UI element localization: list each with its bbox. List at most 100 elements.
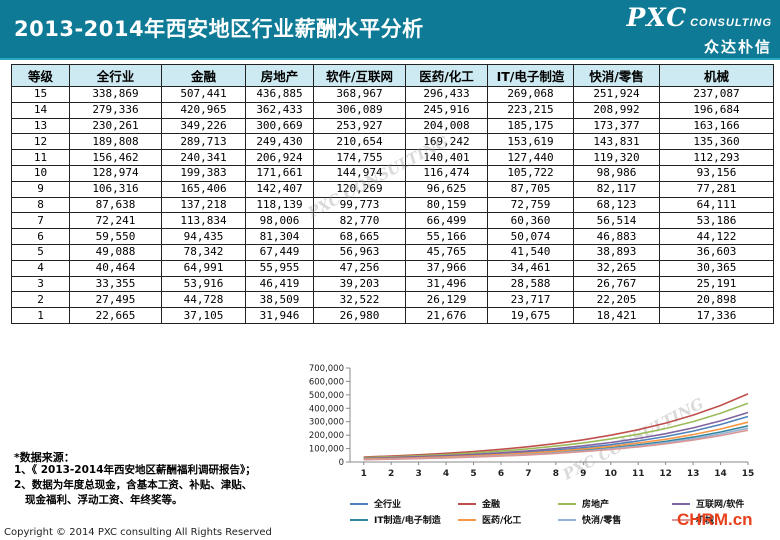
salary-cell: 47,256 bbox=[313, 259, 406, 277]
table-row: 10 128,974 199,383 171,661 144,974 116,474 105… bbox=[11, 164, 774, 182]
salary-cell: 300,669 bbox=[245, 117, 314, 135]
column-header: 软件/互联网 bbox=[313, 64, 406, 87]
data-source-title: *数据来源： bbox=[14, 451, 75, 464]
salary-cell: 20,898 bbox=[659, 291, 774, 309]
salary-cell: 240,341 bbox=[161, 149, 246, 166]
salary-table: 等级 全行业 金融 房地产 软件/互联网 医药/化工 IT/电子制造 快消/零售… bbox=[11, 64, 774, 324]
salary-cell: 38,509 bbox=[245, 291, 314, 309]
salary-cell: 163,166 bbox=[659, 117, 774, 135]
salary-cell: 185,175 bbox=[487, 117, 574, 135]
grade-cell: 5 bbox=[11, 243, 70, 261]
salary-cell: 53,186 bbox=[659, 212, 774, 230]
grade-cell: 1 bbox=[11, 307, 70, 324]
table-header-row: 等级 全行业 金融 房地产 软件/互联网 医药/化工 IT/电子制造 快消/零售… bbox=[11, 64, 774, 87]
salary-cell: 27,495 bbox=[69, 291, 162, 309]
salary-cell: 153,619 bbox=[487, 133, 574, 151]
x-tick-label: 6 bbox=[498, 469, 504, 479]
salary-cell: 40,464 bbox=[69, 259, 162, 277]
table-row: 6 59,550 94,435 81,304 68,665 55,166 50,074 46,… bbox=[11, 228, 774, 245]
salary-cell: 137,218 bbox=[161, 196, 246, 214]
salary-cell: 204,008 bbox=[405, 117, 488, 135]
salary-cell: 44,122 bbox=[659, 228, 774, 245]
salary-cell: 113,834 bbox=[161, 212, 246, 230]
table-row: 2 27,495 44,728 38,509 32,522 26,129 23,717 22,… bbox=[11, 291, 774, 309]
salary-cell: 56,963 bbox=[313, 243, 406, 261]
salary-cell: 37,966 bbox=[405, 259, 488, 277]
table-row: 4 40,464 64,991 55,955 47,256 37,966 34,461 32,… bbox=[11, 259, 774, 277]
legend-label: 金融 bbox=[481, 498, 500, 510]
grade-cell: 6 bbox=[11, 228, 70, 245]
salary-cell: 21,676 bbox=[405, 307, 488, 324]
series-line-4 bbox=[363, 411, 749, 460]
salary-cell: 78,342 bbox=[161, 243, 246, 261]
source-note: 1、《 2013-2014年西安地区薪酬福利调研报告》； bbox=[14, 464, 256, 476]
salary-cell: 32,522 bbox=[313, 291, 406, 309]
salary-cell: 206,924 bbox=[245, 149, 314, 166]
grade-cell: 7 bbox=[11, 212, 70, 230]
salary-cell: 174,755 bbox=[313, 149, 406, 166]
y-tick-label: 700,000 bbox=[309, 364, 344, 374]
salary-cell: 106,316 bbox=[69, 180, 162, 198]
data-source-notes: 1、《 2013-2014年西安地区薪酬福利调研报告》； 2、数据为年度总现金，… bbox=[14, 463, 304, 508]
salary-cell: 68,123 bbox=[573, 196, 660, 214]
column-header: 医药/化工 bbox=[405, 64, 488, 87]
logo-main-text: PXC bbox=[626, 3, 688, 32]
salary-cell: 105,722 bbox=[487, 164, 574, 182]
column-header: 等级 bbox=[11, 64, 70, 87]
table-row: 15 338,869 507,441 436,885 368,967 296,433 269… bbox=[11, 86, 774, 103]
table-row: 7 72,241 113,834 98,006 82,770 66,499 60,360 56… bbox=[11, 212, 774, 230]
table-row: 1 22,665 37,105 31,946 26,980 21,676 19,675 18,… bbox=[11, 307, 774, 324]
x-tick-label: 4 bbox=[443, 469, 449, 479]
salary-cell: 349,226 bbox=[161, 117, 246, 135]
table-body: 15 338,869 507,441 436,885 368,967 296,433 269… bbox=[11, 86, 774, 324]
salary-cell: 72,241 bbox=[69, 212, 162, 230]
column-header: 快消/零售 bbox=[573, 64, 660, 87]
title-bar: 2013-2014年西安地区行业薪酬水平分析 PXC CONSULTING 众达朴… bbox=[0, 0, 780, 58]
salary-cell: 55,955 bbox=[245, 259, 314, 277]
salary-cell: 49,088 bbox=[69, 243, 162, 261]
salary-cell: 37,105 bbox=[161, 307, 246, 324]
salary-cell: 26,129 bbox=[405, 291, 488, 309]
salary-cell: 169,242 bbox=[405, 133, 488, 151]
salary-cell: 362,433 bbox=[245, 101, 314, 119]
salary-cell: 156,462 bbox=[69, 149, 162, 166]
salary-cell: 94,435 bbox=[161, 228, 246, 245]
salary-cell: 41,540 bbox=[487, 243, 574, 261]
salary-cell: 199,383 bbox=[161, 164, 246, 182]
salary-cell: 60,360 bbox=[487, 212, 574, 230]
legend-label: 机械 bbox=[696, 514, 714, 526]
page-title: 2013-2014年西安地区行业薪酬水平分析 bbox=[14, 17, 424, 41]
salary-cell: 253,927 bbox=[313, 117, 406, 135]
salary-cell: 230,261 bbox=[69, 117, 162, 135]
table-row: 8 87,638 137,218 118,139 99,773 80,159 72,759 6… bbox=[11, 196, 774, 214]
salary-cell: 38,893 bbox=[573, 243, 660, 261]
table-row: 13 230,261 349,226 300,669 253,927 204,008 185… bbox=[11, 117, 774, 135]
salary-cell: 144,974 bbox=[313, 164, 406, 182]
y-tick-label: 200,000 bbox=[309, 431, 344, 441]
salary-cell: 44,728 bbox=[161, 291, 246, 309]
grade-cell: 11 bbox=[11, 149, 70, 166]
salary-cell: 82,770 bbox=[313, 212, 406, 230]
x-tick-label: 12 bbox=[659, 469, 672, 479]
grade-cell: 8 bbox=[11, 196, 70, 214]
salary-cell: 39,203 bbox=[313, 275, 406, 293]
grade-cell: 13 bbox=[11, 117, 70, 135]
salary-cell: 96,625 bbox=[405, 180, 488, 198]
salary-cell: 296,433 bbox=[405, 86, 488, 103]
x-tick-label: 5 bbox=[470, 469, 476, 479]
grade-cell: 12 bbox=[11, 133, 70, 151]
salary-cell: 237,087 bbox=[659, 86, 774, 103]
salary-cell: 116,474 bbox=[405, 164, 488, 182]
table-row: 12 189,808 289,713 249,430 210,654 169,242 153… bbox=[11, 133, 774, 151]
y-tick-label: 0 bbox=[339, 458, 344, 468]
x-tick-label: 9 bbox=[580, 469, 586, 479]
salary-cell: 64,111 bbox=[659, 196, 774, 214]
salary-cell: 87,705 bbox=[487, 180, 574, 198]
salary-cell: 72,759 bbox=[487, 196, 574, 214]
table-row: 5 49,088 78,342 67,449 56,963 45,765 41,540 38,… bbox=[11, 243, 774, 261]
salary-cell: 338,869 bbox=[69, 86, 162, 103]
grade-cell: 4 bbox=[11, 259, 70, 277]
salary-cell: 66,499 bbox=[405, 212, 488, 230]
salary-cell: 119,320 bbox=[573, 149, 660, 166]
salary-cell: 143,831 bbox=[573, 133, 660, 151]
